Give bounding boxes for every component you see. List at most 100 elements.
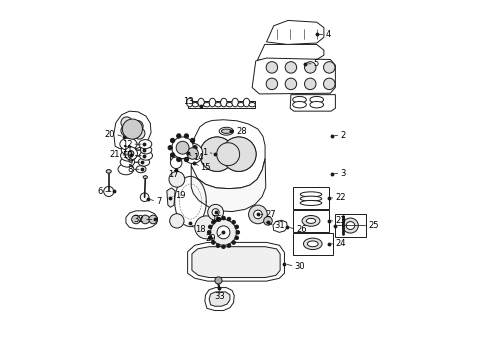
Circle shape bbox=[254, 210, 262, 219]
Circle shape bbox=[235, 236, 239, 240]
Circle shape bbox=[121, 117, 132, 129]
Ellipse shape bbox=[303, 238, 322, 249]
Bar bbox=[293, 233, 333, 255]
Polygon shape bbox=[290, 95, 335, 111]
Ellipse shape bbox=[238, 103, 244, 107]
Circle shape bbox=[208, 236, 212, 240]
Ellipse shape bbox=[139, 140, 152, 149]
Circle shape bbox=[200, 137, 234, 171]
Circle shape bbox=[187, 148, 198, 159]
Ellipse shape bbox=[104, 186, 114, 197]
Polygon shape bbox=[114, 111, 151, 150]
Text: 14: 14 bbox=[194, 153, 204, 162]
Polygon shape bbox=[191, 158, 266, 212]
Circle shape bbox=[122, 119, 143, 139]
Text: 15: 15 bbox=[200, 163, 211, 172]
Circle shape bbox=[217, 143, 240, 166]
Ellipse shape bbox=[302, 216, 320, 226]
Circle shape bbox=[193, 145, 197, 150]
Ellipse shape bbox=[243, 98, 250, 107]
Ellipse shape bbox=[187, 98, 193, 107]
Text: 7: 7 bbox=[156, 197, 161, 206]
Ellipse shape bbox=[300, 201, 322, 206]
Circle shape bbox=[176, 141, 189, 154]
Ellipse shape bbox=[120, 138, 137, 150]
Text: 6: 6 bbox=[98, 187, 103, 196]
Ellipse shape bbox=[192, 103, 198, 107]
Ellipse shape bbox=[300, 196, 322, 201]
Ellipse shape bbox=[120, 157, 135, 167]
Circle shape bbox=[171, 157, 182, 168]
Circle shape bbox=[285, 62, 296, 73]
Circle shape bbox=[133, 128, 145, 139]
Circle shape bbox=[169, 171, 185, 187]
Ellipse shape bbox=[121, 150, 136, 161]
Ellipse shape bbox=[249, 103, 255, 107]
Polygon shape bbox=[205, 288, 234, 311]
Text: 5: 5 bbox=[314, 59, 319, 68]
Circle shape bbox=[304, 78, 316, 90]
Text: 19: 19 bbox=[175, 190, 186, 199]
Circle shape bbox=[171, 153, 182, 164]
Polygon shape bbox=[258, 44, 324, 61]
Ellipse shape bbox=[140, 151, 152, 160]
Circle shape bbox=[195, 216, 218, 239]
Text: 16: 16 bbox=[211, 215, 221, 224]
Circle shape bbox=[216, 217, 220, 221]
Circle shape bbox=[285, 78, 296, 90]
Circle shape bbox=[323, 78, 335, 90]
Text: 24: 24 bbox=[335, 239, 346, 248]
Polygon shape bbox=[188, 242, 285, 281]
Text: 8: 8 bbox=[127, 165, 132, 174]
Text: 20: 20 bbox=[105, 130, 115, 139]
Text: 4: 4 bbox=[325, 30, 331, 39]
Ellipse shape bbox=[136, 166, 146, 173]
Circle shape bbox=[235, 225, 239, 229]
Text: 27: 27 bbox=[266, 210, 276, 219]
Circle shape bbox=[149, 215, 157, 224]
Ellipse shape bbox=[219, 127, 234, 135]
Ellipse shape bbox=[310, 96, 323, 103]
Circle shape bbox=[248, 205, 267, 224]
Text: 9: 9 bbox=[127, 158, 132, 167]
Circle shape bbox=[207, 230, 211, 234]
Text: 13: 13 bbox=[183, 96, 194, 105]
Circle shape bbox=[304, 62, 316, 73]
Circle shape bbox=[215, 277, 222, 284]
Text: 32: 32 bbox=[133, 215, 144, 224]
Circle shape bbox=[211, 220, 236, 245]
Ellipse shape bbox=[220, 98, 227, 107]
Ellipse shape bbox=[232, 98, 238, 107]
Ellipse shape bbox=[138, 158, 149, 166]
Text: 25: 25 bbox=[368, 221, 379, 230]
Circle shape bbox=[208, 225, 212, 229]
Polygon shape bbox=[209, 292, 230, 306]
Text: 17: 17 bbox=[168, 170, 178, 179]
Text: 1: 1 bbox=[202, 148, 208, 157]
Ellipse shape bbox=[343, 218, 358, 233]
Polygon shape bbox=[188, 101, 255, 108]
Circle shape bbox=[212, 241, 215, 244]
Text: 12: 12 bbox=[122, 140, 132, 149]
Text: 21: 21 bbox=[110, 150, 120, 159]
Ellipse shape bbox=[293, 96, 306, 103]
Circle shape bbox=[264, 217, 272, 225]
Circle shape bbox=[121, 125, 132, 136]
Bar bbox=[335, 214, 366, 237]
Circle shape bbox=[323, 62, 335, 73]
Text: 28: 28 bbox=[236, 127, 247, 136]
Circle shape bbox=[170, 214, 184, 228]
Circle shape bbox=[172, 137, 194, 158]
Text: 3: 3 bbox=[341, 169, 346, 178]
Circle shape bbox=[212, 209, 219, 216]
Ellipse shape bbox=[307, 241, 318, 247]
Ellipse shape bbox=[106, 170, 111, 173]
Text: 30: 30 bbox=[294, 262, 305, 271]
Text: 26: 26 bbox=[296, 225, 307, 234]
Circle shape bbox=[176, 134, 181, 138]
Polygon shape bbox=[273, 220, 287, 232]
Polygon shape bbox=[126, 211, 157, 229]
Circle shape bbox=[176, 157, 181, 162]
Text: 29: 29 bbox=[205, 234, 216, 243]
Polygon shape bbox=[167, 188, 175, 207]
